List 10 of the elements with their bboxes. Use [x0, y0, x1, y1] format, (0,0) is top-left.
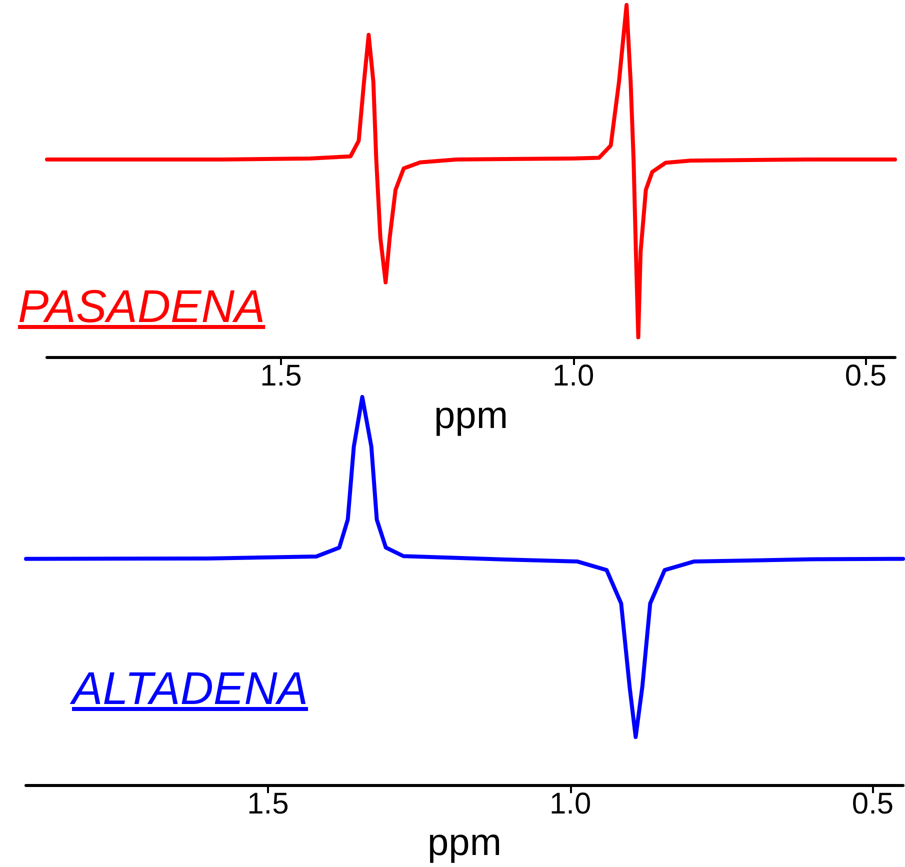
x-axis-title: ppm [428, 822, 502, 864]
x-tick-label: 1.0 [549, 788, 592, 821]
x-tick-label: 1.0 [552, 360, 594, 392]
x-tick-label: 1.5 [247, 788, 289, 821]
x-tick-label: 0.5 [844, 360, 887, 392]
x-tick-label: 0.5 [852, 788, 894, 821]
x-tick-label: 1.5 [260, 360, 302, 392]
text: ALTADENA [72, 661, 308, 716]
x-axis-title: ppm [434, 395, 508, 437]
text: PASADENA [18, 279, 266, 334]
